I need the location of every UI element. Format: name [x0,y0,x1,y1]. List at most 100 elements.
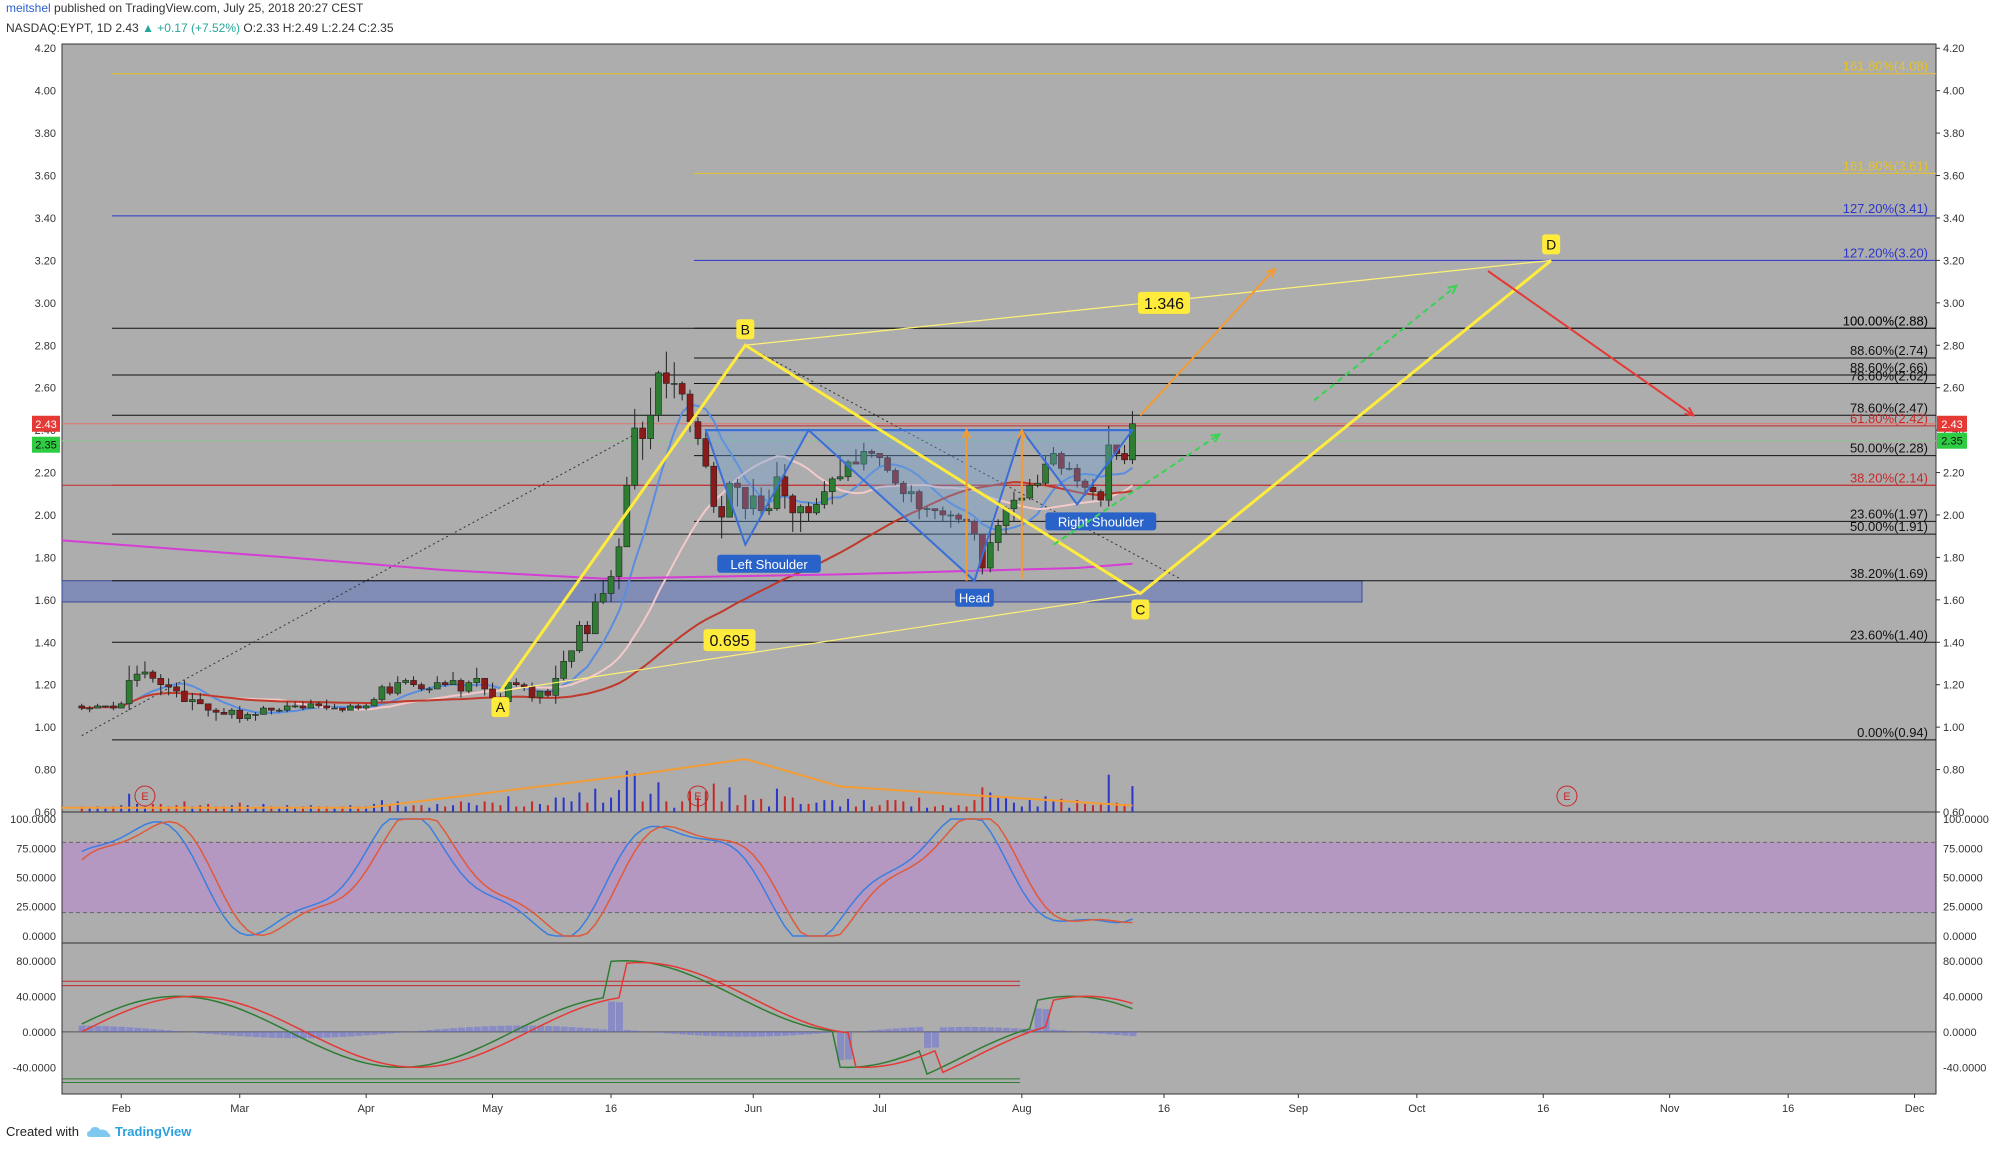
macd-histogram-bar [521,1025,529,1032]
macd-histogram-bar [750,1031,758,1037]
candle-body [117,703,125,709]
candle-body [299,705,307,709]
volume-bar [760,798,763,812]
volume-bar [96,806,99,812]
volume-bar [1084,803,1087,812]
price-tick-right: 3.40 [1943,213,1964,225]
macd-tick-right: 80.0000 [1943,956,1983,968]
publish-info: meitshel published on TradingView.com, J… [6,1,363,15]
macd-histogram-bar [457,1027,465,1032]
candle-body [441,682,449,686]
volume-bar [546,805,549,812]
abcd-ratio-bg [703,629,756,652]
dotted-trendline-2 [745,344,1181,580]
candle-body [204,703,212,711]
macd-histogram-bar [931,1031,939,1048]
macd-histogram-bar [141,1028,149,1032]
open-label: O: [243,21,257,35]
stoch-tick-left: 75.0000 [16,843,56,855]
macd-histogram-bar [987,1027,995,1032]
last-price-badge-left-text: 2.43 [35,419,56,431]
candle-body [378,686,386,700]
candle-body [742,487,749,509]
price-tick-right: 1.40 [1943,637,1964,649]
candle-body [489,688,496,698]
candle-body [228,709,236,715]
candle-body [1073,468,1081,482]
open-value: 2.33 [256,21,280,35]
macd-histogram-bar [1003,1027,1011,1032]
macd-histogram-bar [1042,1009,1050,1032]
volume-bar [570,801,573,812]
volume-bar [1076,800,1079,812]
target-arrow-green-upper [1313,285,1457,402]
macd-histogram-bar [876,1029,884,1032]
candle-body [165,684,172,688]
price-tick-left: 2.20 [35,468,56,480]
macd-histogram-bar [1058,1030,1066,1032]
macd-histogram-bar [734,1031,742,1037]
macd-histogram-bar [687,1031,695,1035]
pattern-label: Left Shoulder [717,554,821,573]
macd-histogram-bar [110,1026,118,1032]
volume-bar [1068,807,1071,812]
macd-histogram-bar [386,1031,394,1034]
macd-histogram-bar [126,1027,134,1032]
volume-bar [128,793,131,812]
macd-histogram-bar [837,1031,845,1061]
candle-body [362,705,370,709]
volume-bar [941,805,944,812]
candle-body [591,601,599,635]
volume-bar [333,807,336,812]
candle-body [599,593,607,603]
candle-body [386,686,394,694]
volume-bar [412,805,415,812]
fib-level-label: 38.20%(2.14) [1850,470,1928,485]
candle-body [979,533,986,569]
volume-bar [167,806,170,812]
volume-bar [215,806,218,812]
macd-histogram-bar [663,1031,671,1034]
candle-body [370,699,378,707]
fib-level-label: 161.80%(3.61) [1843,158,1928,173]
candle-body [212,709,220,713]
volume-bar [981,787,984,812]
candle-body [892,470,899,484]
candle-body [236,709,244,719]
macd-histogram-bar [845,1031,853,1060]
price-tick-left: 3.40 [35,213,56,225]
candle-body [520,684,528,688]
author-link[interactable]: meitshel [6,1,51,15]
volume-bar [736,805,739,812]
candle-body [876,453,883,459]
abcd-point-label: B [736,319,755,340]
volume-bar [617,789,620,812]
price-tick-left: 1.80 [35,552,56,564]
candle-body [1042,463,1049,484]
earnings-circle [1556,785,1578,807]
volume-bar [799,803,802,812]
volume-bar [839,806,842,812]
volume-bar [357,806,360,812]
support-zone [61,580,1363,603]
candle-body [339,707,346,711]
macd-histogram-bar [323,1031,331,1038]
candle-body [244,714,251,719]
candle-body [291,705,299,708]
earnings-text: E [141,791,148,803]
candle-body [1034,482,1041,486]
volume-bar [341,806,344,812]
volume-bar [507,796,510,812]
pattern-label: Head [955,588,994,607]
candle-body [220,711,228,715]
macd-histogram-bar [552,1026,560,1032]
volume-bar [467,802,470,812]
macd-histogram-bar [908,1027,916,1032]
ma-fast-line [81,403,1134,714]
ma-200-line [61,539,1133,580]
macd-histogram-bar [702,1031,710,1036]
tradingview-brand[interactable]: TradingView [86,1124,191,1139]
abcd-point-label: D [1542,234,1561,255]
x-axis-label: Nov [1660,1103,1680,1115]
